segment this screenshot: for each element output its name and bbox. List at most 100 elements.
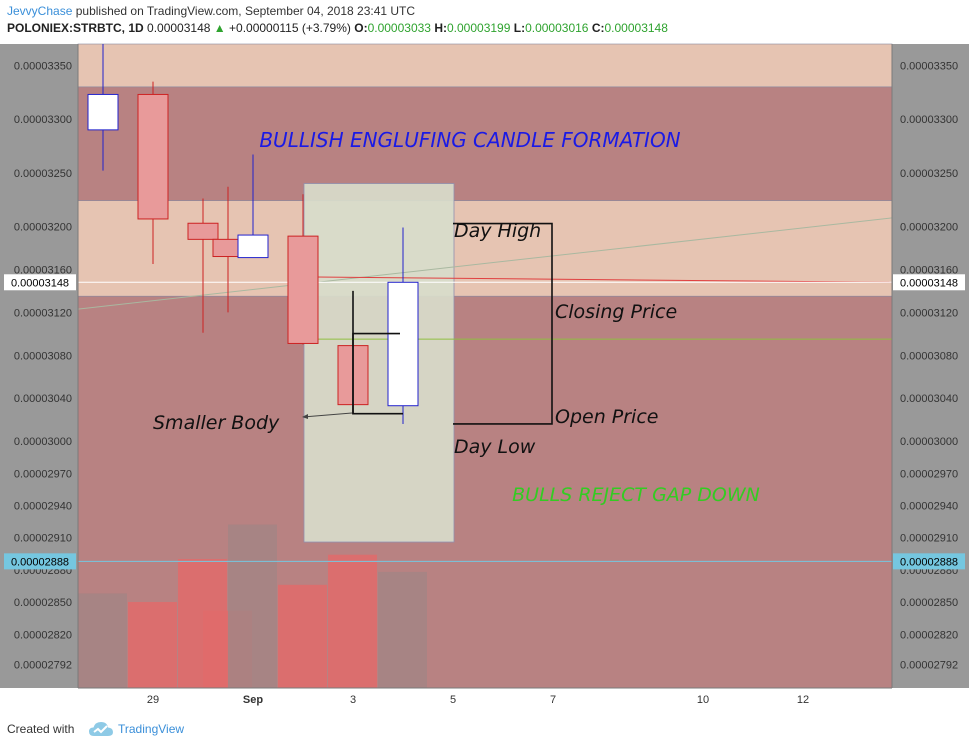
chart-header: JevvyChase published on TradingView.com,… [0, 0, 969, 42]
price-badge-left-label: 0.00002888 [11, 556, 69, 568]
price-badge-left [4, 553, 76, 570]
volume-bar [328, 554, 377, 688]
axis-layer: 0.00003350 0.00003350 0.00003300 0.00003300… [0, 44, 969, 716]
y-tick-label-right: 0.00003000 [900, 436, 958, 448]
y-tick-label-left: 0.00003000 [14, 436, 72, 448]
y-tick-label-left: 0.00003160 [14, 264, 72, 276]
y-tick-label-right: 0.00002910 [900, 533, 958, 545]
resistance-line [302, 276, 893, 283]
y-tick-label-right: 0.00002850 [900, 597, 958, 609]
bull-candle [237, 234, 269, 259]
trend-line [77, 217, 893, 310]
y-tick-label-left: 0.00002910 [14, 533, 72, 545]
bear-candle [287, 235, 319, 344]
y-tick-label-right: 0.00003200 [900, 221, 958, 233]
y-tick-label-right: 0.00003120 [900, 307, 958, 319]
focus-highlight-box [303, 183, 455, 543]
label-day-high: Day High [454, 220, 541, 242]
zone-upper-resistance [77, 43, 893, 88]
bear-candle [137, 93, 169, 220]
chart-footer: Created with TradingView [0, 716, 969, 747]
label-closing-price: Closing Price [555, 301, 677, 323]
close-value: 0.00003148 [604, 21, 668, 35]
y-tick-label-left: 0.00002792 [14, 659, 72, 671]
price-badge-right [893, 553, 965, 570]
open-value: 0.00003033 [367, 21, 431, 35]
x-tick-label: Sep [243, 694, 263, 706]
annotation-layer: BULLISH ENGLUFING CANDLE FORMATION BULLS … [153, 128, 760, 506]
annotation-subtitle: BULLS REJECT GAP DOWN [512, 484, 760, 506]
y-tick-label-left: 0.00002940 [14, 501, 72, 513]
volume-bar [378, 571, 427, 688]
y-tick-label-left: 0.00003300 [14, 114, 72, 126]
price-badge-right [893, 274, 965, 291]
author-link[interactable]: JevvyChase [7, 4, 73, 18]
zone-upper-support [77, 86, 893, 202]
low-label: L: [513, 21, 526, 35]
x-tick-label: 29 [147, 694, 159, 706]
price-change: +0.00000115 (+3.79%) [229, 21, 351, 35]
x-tick-label: 7 [550, 694, 556, 706]
y-tick-label-left: 0.00003080 [14, 350, 72, 362]
plot-layer [8, 43, 962, 689]
label-smaller-body: Smaller Body [153, 412, 280, 434]
y-tick-label-right: 0.00003080 [900, 350, 958, 362]
price-badge-right-label: 0.00003148 [900, 277, 958, 289]
y-tick-label-left: 0.00003120 [14, 307, 72, 319]
right-axis-panel [892, 44, 969, 688]
label-day-low: Day Low [454, 436, 536, 458]
up-arrow-icon: ▲ [213, 21, 226, 35]
bull-candle [387, 281, 419, 407]
y-tick-label-left: 0.00003250 [14, 168, 72, 180]
volume-bar [128, 602, 177, 688]
left-axis-panel [0, 44, 78, 688]
y-tick-label-left: 0.00002820 [14, 629, 72, 641]
y-tick-label-right: 0.00003350 [900, 60, 958, 72]
high-label: H: [434, 21, 447, 35]
y-tick-label-left: 0.00003040 [14, 393, 72, 405]
created-with-text: Created with [7, 722, 75, 736]
high-value: 0.00003199 [447, 21, 511, 35]
bull-candle [87, 93, 119, 131]
smaller-body-arrow [302, 412, 353, 418]
x-tick-label: 5 [450, 694, 456, 706]
x-axis-panel [0, 688, 969, 716]
close-label: C: [591, 21, 605, 35]
y-tick-label-right: 0.00002970 [900, 468, 958, 480]
tradingview-cloud-icon[interactable] [88, 720, 114, 740]
price-chart[interactable]: BULLISH ENGLUFING CANDLE FORMATION BULLS … [0, 42, 969, 716]
label-open-price: Open Price [555, 406, 658, 428]
y-tick-label-right: 0.00002820 [900, 629, 958, 641]
published-text: published on TradingView.com, September … [75, 4, 416, 18]
y-tick-label-right: 0.00003040 [900, 393, 958, 405]
arrow-head-icon [302, 414, 308, 419]
symbol-label: POLONIEX:STRBTC, 1D [7, 21, 144, 35]
volume-bar [228, 524, 277, 688]
publish-line: JevvyChase published on TradingView.com,… [7, 4, 415, 18]
y-tick-label-right: 0.00003160 [900, 264, 958, 276]
x-tick-label: 3 [350, 694, 356, 706]
day-range-bracket [453, 222, 553, 425]
y-tick-label-left: 0.00003200 [14, 221, 72, 233]
y-tick-label-left: 0.00002850 [14, 597, 72, 609]
price-badge-right-label: 0.00002888 [900, 556, 958, 568]
annotation-title: BULLISH ENGLUFING CANDLE FORMATION [259, 128, 680, 152]
bear-candle [187, 222, 219, 240]
x-tick-label: 12 [797, 694, 809, 706]
y-tick-label-left: 0.00003350 [14, 60, 72, 72]
last-price: 0.00003148 [147, 21, 211, 35]
volume-bar [278, 584, 327, 688]
tradingview-link[interactable]: TradingView [118, 722, 185, 736]
symbol-line: POLONIEX:STRBTC, 1D 0.00003148 ▲ +0.0000… [7, 21, 668, 35]
price-badge-left-label: 0.00003148 [11, 277, 69, 289]
open-label: O: [354, 21, 368, 35]
y-tick-label-left: 0.00002970 [14, 468, 72, 480]
x-tick-label: 10 [697, 694, 709, 706]
y-tick-label-right: 0.00003300 [900, 114, 958, 126]
low-value: 0.00003016 [525, 21, 589, 35]
y-tick-label-right: 0.00002792 [900, 659, 958, 671]
y-tick-label-right: 0.00002940 [900, 501, 958, 513]
y-tick-label-right: 0.00003250 [900, 168, 958, 180]
volume-bar [78, 593, 127, 688]
price-badge-left [4, 274, 76, 291]
